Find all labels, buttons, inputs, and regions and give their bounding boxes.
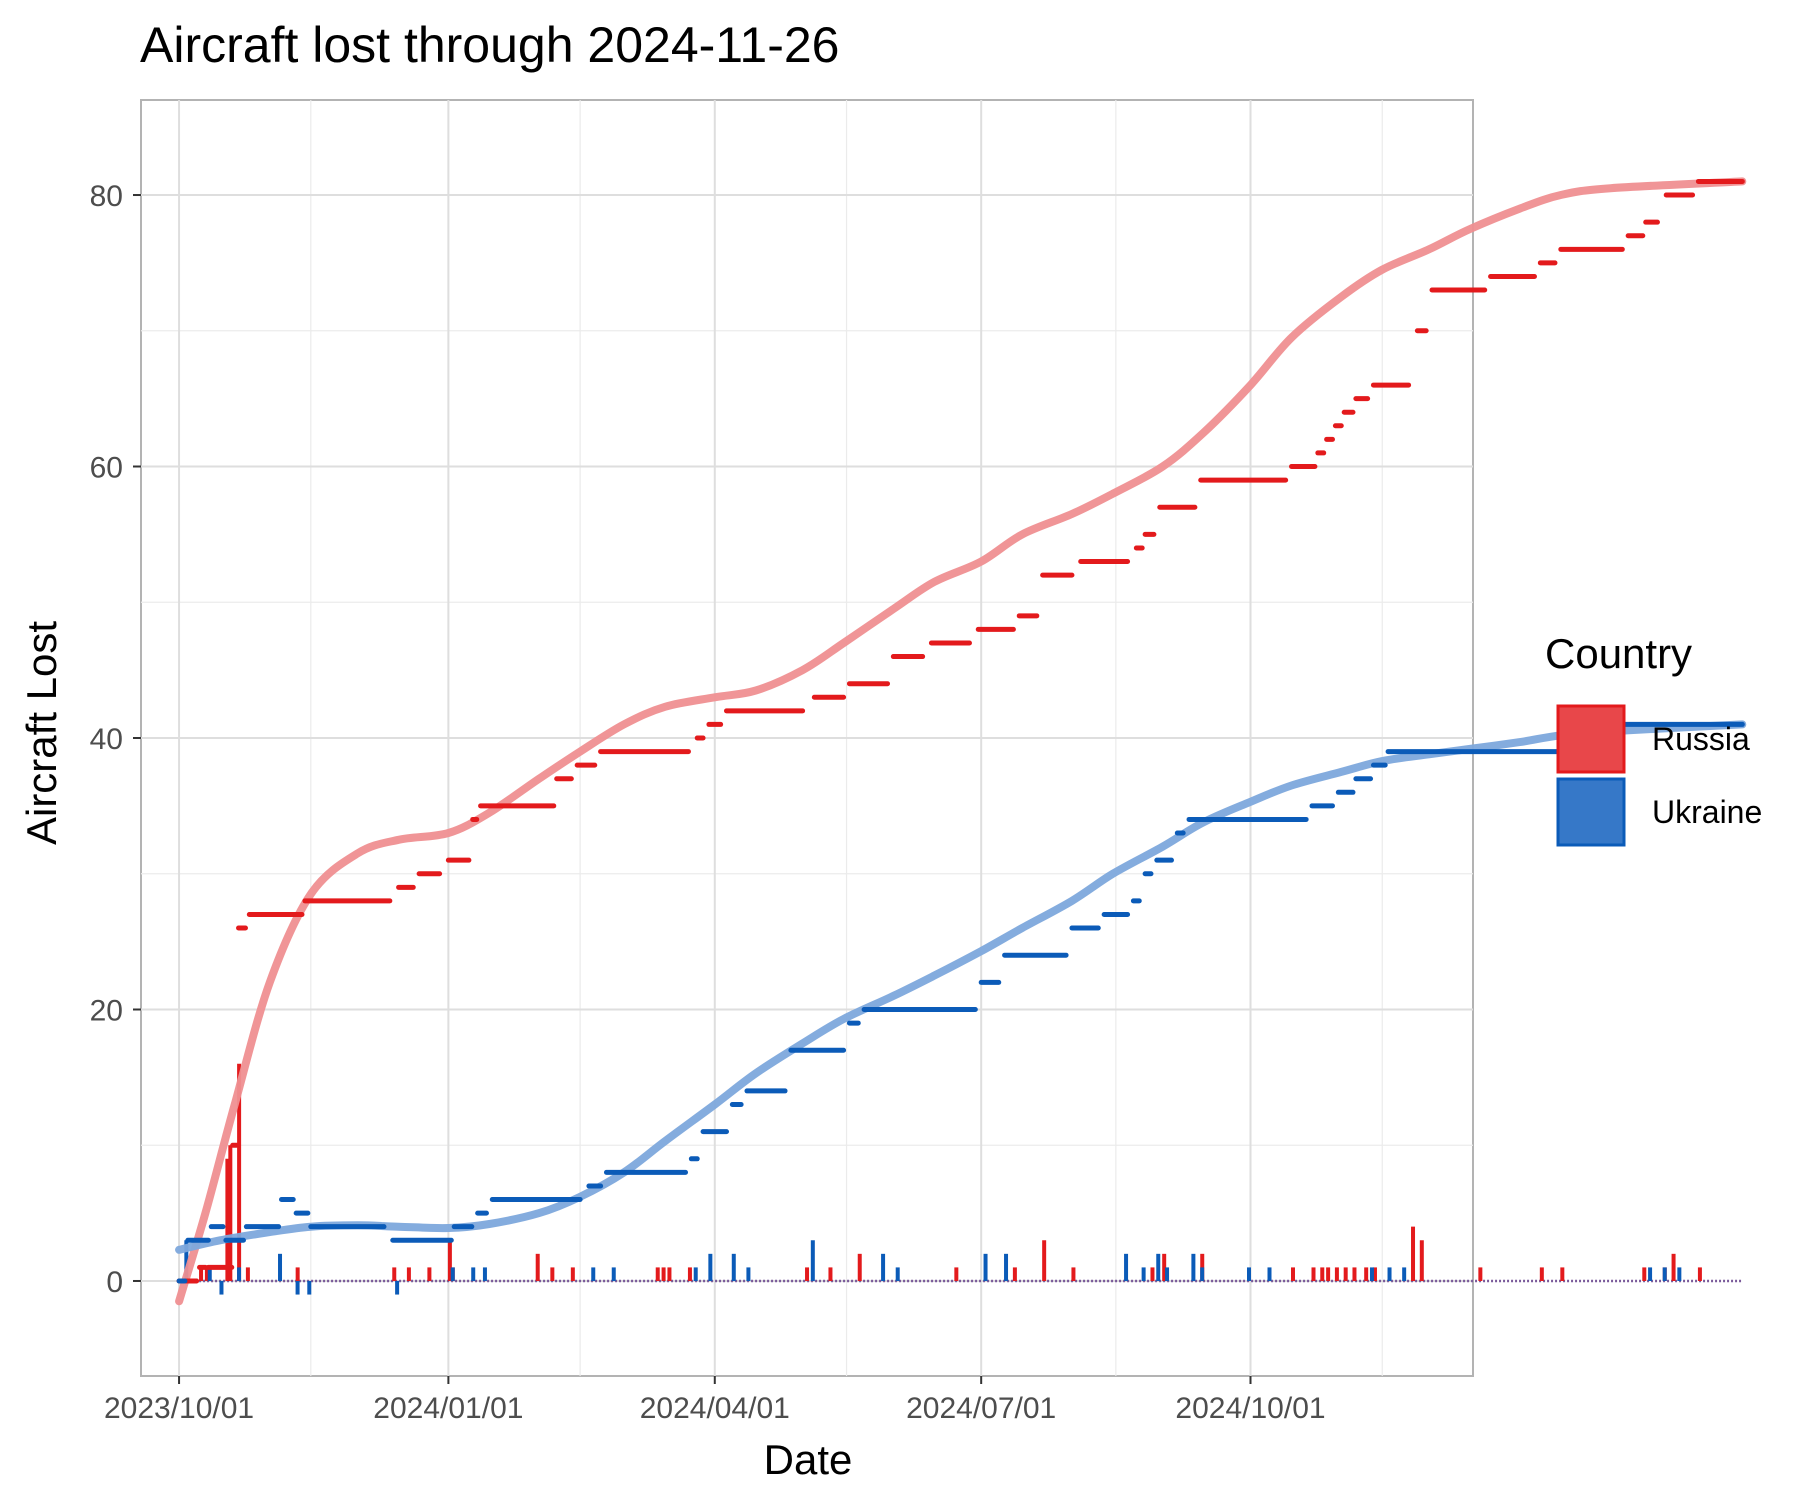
- y-tick-label: 80: [90, 180, 123, 213]
- legend-title: Country: [1545, 630, 1692, 677]
- legend-key-ukraine: [1556, 777, 1626, 847]
- x-tick-label: 2024/04/01: [640, 1392, 790, 1425]
- x-axis-ticks: 2023/10/01 2024/01/01 2024/04/01 2024/07/01…: [104, 1376, 1326, 1425]
- legend: Country Russia Ukraine: [1545, 630, 1762, 847]
- smooth-curve-ukraine: [175, 720, 1747, 1254]
- x-tick-label: 2024/01/01: [373, 1392, 523, 1425]
- y-tick-label: 0: [106, 1266, 123, 1299]
- smooth-curves: [175, 177, 1747, 1306]
- y-tick-label: 60: [90, 452, 123, 485]
- x-tick-label: 2023/10/01: [104, 1392, 254, 1425]
- y-tick-label: 20: [90, 994, 123, 1027]
- x-tick-label: 2024/10/01: [1175, 1392, 1325, 1425]
- grid-lines: [141, 100, 1743, 1376]
- chart-title: Aircraft lost through 2024-11-26: [140, 17, 839, 73]
- legend-label-russia: Russia: [1652, 721, 1750, 757]
- cumulative-step-lines: [176, 178, 1745, 1284]
- legend-key-russia: [1556, 704, 1626, 774]
- y-tick-label: 40: [90, 723, 123, 756]
- smooth-curve-russia: [175, 177, 1747, 1306]
- y-axis-title: Aircraft Lost: [18, 621, 65, 845]
- x-tick-label: 2024/07/01: [906, 1392, 1056, 1425]
- legend-label-ukraine: Ukraine: [1652, 794, 1762, 830]
- x-axis-title: Date: [764, 1436, 853, 1483]
- y-axis-ticks: 0 20 40 60 80: [90, 180, 141, 1299]
